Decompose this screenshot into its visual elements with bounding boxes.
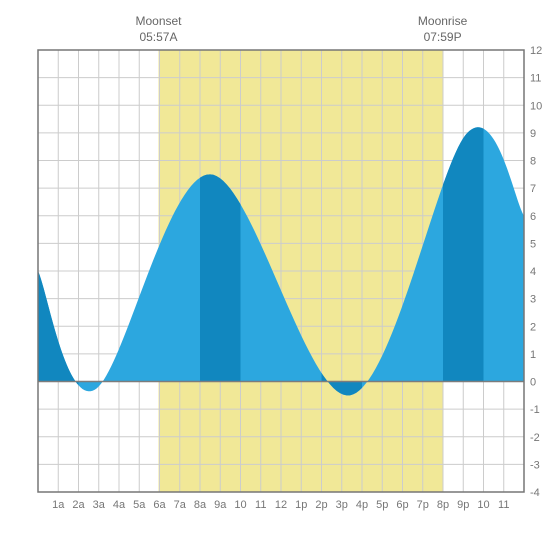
x-tick-label: 4a	[113, 499, 126, 511]
header-time: 05:57A	[118, 30, 198, 46]
y-tick-label: 3	[530, 294, 536, 306]
header-title: Moonrise	[403, 14, 483, 30]
x-tick-label: 11	[498, 499, 509, 511]
x-tick-label: 9p	[457, 499, 469, 511]
tide-chart: -4-3-2-101234567891011121a2a3a4a5a6a7a8a…	[0, 0, 550, 550]
y-tick-label: -3	[530, 459, 540, 471]
y-tick-label: 5	[530, 238, 536, 250]
y-tick-label: 10	[530, 100, 542, 112]
y-tick-label: -2	[530, 432, 540, 444]
x-tick-label: 7a	[174, 499, 187, 511]
chart-canvas: -4-3-2-101234567891011121a2a3a4a5a6a7a8a…	[0, 0, 550, 550]
y-tick-label: 8	[530, 156, 536, 168]
x-tick-label: 8p	[437, 499, 449, 511]
x-tick-label: 5a	[133, 499, 146, 511]
y-tick-label: 1	[530, 349, 536, 361]
y-tick-label: 2	[530, 321, 536, 333]
y-tick-label: 0	[530, 377, 536, 389]
moonset-label: Moonset05:57A	[118, 14, 198, 45]
x-tick-label: 9a	[214, 499, 227, 511]
moonrise-label: Moonrise07:59P	[403, 14, 483, 45]
y-tick-label: 4	[530, 266, 536, 278]
y-tick-label: 6	[530, 211, 536, 223]
x-tick-label: 5p	[376, 499, 388, 511]
x-tick-label: 8a	[194, 499, 207, 511]
y-tick-label: 12	[530, 45, 542, 57]
x-tick-label: 11	[255, 499, 266, 511]
y-tick-label: -4	[530, 487, 540, 499]
x-tick-label: 2p	[315, 499, 327, 511]
x-tick-label: 1a	[52, 499, 65, 511]
y-tick-label: -1	[530, 404, 540, 416]
y-tick-label: 9	[530, 128, 536, 140]
x-tick-label: 7p	[417, 499, 429, 511]
x-tick-label: 10	[477, 499, 489, 511]
x-tick-label: 12	[275, 499, 287, 511]
x-tick-label: 3a	[93, 499, 106, 511]
x-tick-label: 6p	[396, 499, 408, 511]
x-tick-label: 4p	[356, 499, 368, 511]
y-tick-label: 11	[530, 73, 541, 85]
y-tick-label: 7	[530, 183, 536, 195]
x-tick-label: 1p	[295, 499, 307, 511]
header-title: Moonset	[118, 14, 198, 30]
x-tick-label: 2a	[72, 499, 85, 511]
x-tick-label: 3p	[336, 499, 348, 511]
x-tick-label: 10	[234, 499, 246, 511]
x-tick-label: 6a	[153, 499, 166, 511]
header-time: 07:59P	[403, 30, 483, 46]
